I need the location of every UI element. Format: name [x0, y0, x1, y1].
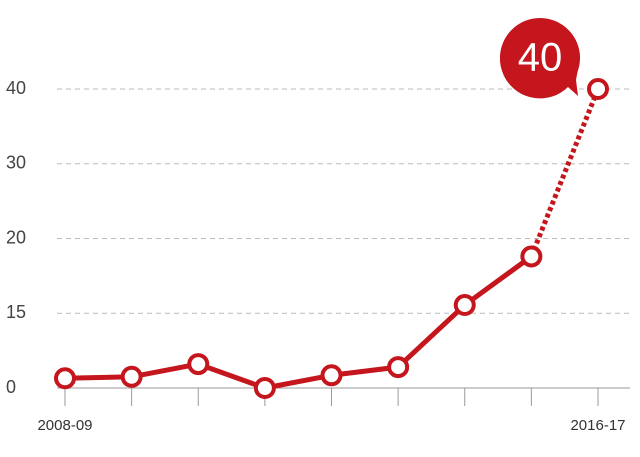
marker [520, 245, 543, 268]
line [64, 254, 533, 391]
marker [120, 365, 143, 388]
line-projected [529, 88, 601, 258]
x-tick-label: 2016-17 [570, 417, 625, 434]
marker [587, 78, 609, 100]
y-tick-label: 40 [6, 78, 26, 98]
marker [320, 364, 343, 387]
x-tick-label: 2008-09 [37, 417, 92, 434]
callout-body [500, 18, 580, 98]
callout-label: 40 [518, 36, 563, 80]
y-tick-label: 0 [6, 377, 16, 397]
marker [387, 356, 410, 379]
y-tick-label: 30 [6, 153, 26, 173]
marker [453, 294, 476, 317]
y-tick-label: 20 [6, 227, 26, 247]
marker [54, 367, 76, 390]
marker [253, 377, 276, 399]
marker [187, 353, 210, 376]
y-tick-label: 15 [6, 302, 26, 322]
